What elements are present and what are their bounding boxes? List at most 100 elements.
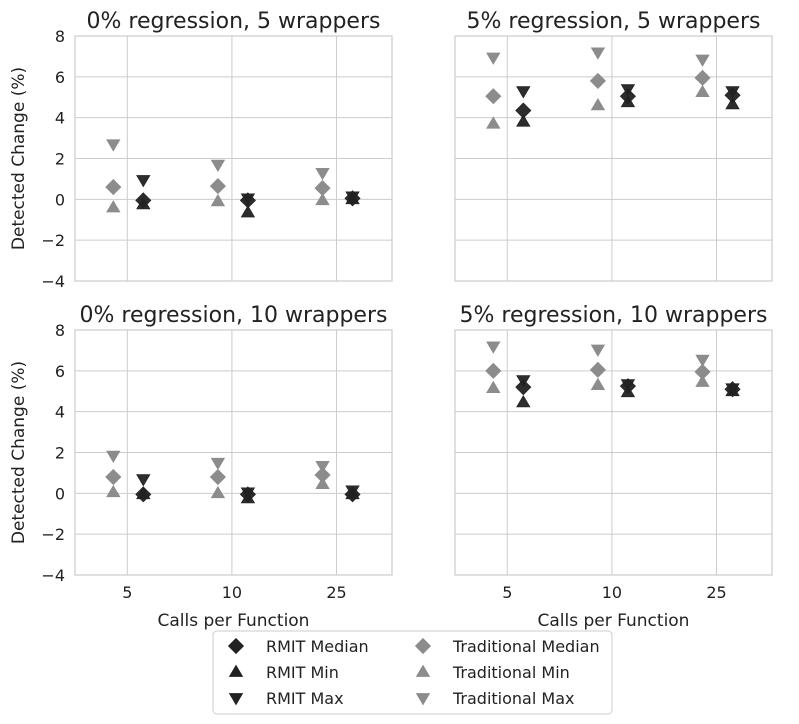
traditional-max-point: [695, 54, 710, 67]
y-tick-label: 4: [55, 403, 65, 422]
x-axis-label: Calls per Function: [538, 611, 690, 631]
subplot-3: 0% regression, 10 wrappers −4 −2 0 2 4 6 8 Detec…: [9, 303, 393, 631]
legend-marker: [414, 637, 432, 655]
y-tick-label: 8: [55, 321, 65, 340]
subplot-1: 0% regression, 5 wrappers −4 −2 0 2 4 6 8 Detect…: [9, 9, 393, 291]
legend-marker: [228, 693, 244, 706]
traditional-min-point: [106, 200, 121, 213]
y-tick-label: 2: [55, 444, 65, 463]
y-tick-label: −2: [41, 231, 65, 250]
legend-box: [212, 630, 613, 715]
subplot-4: 5% regression, 10 wrappers 5 10 25 Calls per…: [454, 303, 773, 631]
legend-marker: [415, 693, 431, 706]
rmit-max-point: [136, 474, 151, 487]
traditional-max-point: [210, 457, 226, 471]
rmit-median-point: [724, 87, 741, 104]
plot-frame: [454, 35, 773, 282]
legend-marker: [415, 664, 431, 677]
traditional-max-point: [590, 344, 606, 357]
rmit-min-point: [516, 395, 531, 408]
y-axis-label: Detected Change (%): [9, 67, 29, 250]
traditional-median-point: [209, 468, 226, 486]
traditional-median-point: [589, 72, 606, 89]
y-tick-label: −2: [41, 525, 65, 544]
y-tick-label: 6: [55, 362, 65, 381]
legend-label: RMIT Max: [266, 689, 344, 708]
traditional-min-point: [486, 380, 501, 394]
rmit-min-point: [240, 205, 256, 218]
traditional-max-point: [210, 159, 226, 173]
y-tick-label: 0: [55, 484, 65, 503]
traditional-median-point: [694, 363, 711, 380]
plot-frame: [74, 35, 393, 282]
x-tick-label: 5: [122, 583, 132, 602]
traditional-min-point: [695, 374, 710, 387]
rmit-median-point: [515, 379, 532, 396]
legend-label: RMIT Min: [266, 663, 339, 682]
plot-frame: [74, 329, 393, 576]
rmit-median-point: [239, 486, 256, 503]
traditional-max-point: [590, 47, 606, 60]
rmit-median-point: [724, 381, 741, 398]
traditional-min-point: [315, 192, 330, 206]
subplot-2: 5% regression, 5 wrappers: [454, 9, 773, 282]
traditional-median-point: [314, 466, 331, 484]
legend-label: Traditional Median: [452, 637, 600, 656]
legend: RMIT Median RMIT Min RMIT Max Traditional M…: [212, 630, 613, 715]
traditional-min-point: [590, 97, 606, 111]
x-tick-label: 10: [602, 583, 622, 602]
y-tick-label: 8: [55, 27, 65, 46]
rmit-median-point: [515, 102, 532, 119]
rmit-max-point: [136, 175, 151, 188]
traditional-min-point: [210, 193, 226, 207]
traditional-median-point: [209, 177, 226, 195]
traditional-median-point: [314, 180, 331, 197]
y-tick-label: 6: [55, 68, 65, 87]
traditional-max-point: [486, 341, 501, 354]
rmit-max-point: [516, 86, 531, 99]
subplot-title: 0% regression, 10 wrappers: [80, 303, 388, 328]
y-tick-label: −4: [41, 566, 65, 585]
rmit-median-point: [619, 378, 636, 395]
rmit-min-point: [516, 114, 531, 127]
subplot-title: 0% regression, 5 wrappers: [87, 9, 381, 34]
y-axis-label: Detected Change (%): [9, 361, 29, 544]
legend-label: RMIT Median: [266, 637, 369, 656]
traditional-min-point: [695, 84, 710, 97]
rmit-median-point: [619, 88, 636, 105]
legend-marker: [228, 664, 244, 677]
y-tick-label: 4: [55, 109, 65, 128]
traditional-median-point: [105, 179, 122, 196]
traditional-median-point: [105, 468, 122, 486]
traditional-min-point: [106, 484, 121, 498]
traditional-max-point: [695, 354, 710, 368]
traditional-max-point: [315, 460, 330, 474]
rmit-median-point: [135, 192, 152, 209]
traditional-median-point: [485, 362, 502, 379]
panels-group: 0% regression, 5 wrappers −4 −2 0 2 4 6 8 Detect…: [9, 9, 773, 631]
traditional-max-point: [486, 52, 501, 65]
subplot-title: 5% regression, 10 wrappers: [460, 303, 768, 328]
traditional-median-point: [694, 69, 711, 86]
traditional-median-point: [589, 361, 606, 378]
legend-label: Traditional Min: [452, 663, 570, 682]
traditional-min-point: [210, 485, 226, 499]
y-tick-label: −4: [41, 272, 65, 291]
x-tick-label: 25: [326, 583, 346, 602]
traditional-max-point: [106, 139, 121, 152]
rmit-median-point: [344, 190, 361, 207]
traditional-max-point: [315, 167, 330, 181]
legend-marker: [227, 637, 245, 655]
x-axis-label: Calls per Function: [158, 611, 310, 631]
x-tick-label: 5: [502, 583, 512, 602]
traditional-min-point: [315, 476, 330, 489]
x-tick-label: 25: [706, 583, 726, 602]
rmit-median-point: [135, 486, 152, 503]
rmit-median-point: [239, 192, 256, 209]
rmit-median-point: [344, 486, 361, 503]
y-tick-label: 2: [55, 150, 65, 169]
legend-label: Traditional Max: [452, 689, 574, 708]
x-tick-label: 10: [222, 583, 242, 602]
traditional-min-point: [486, 116, 501, 129]
